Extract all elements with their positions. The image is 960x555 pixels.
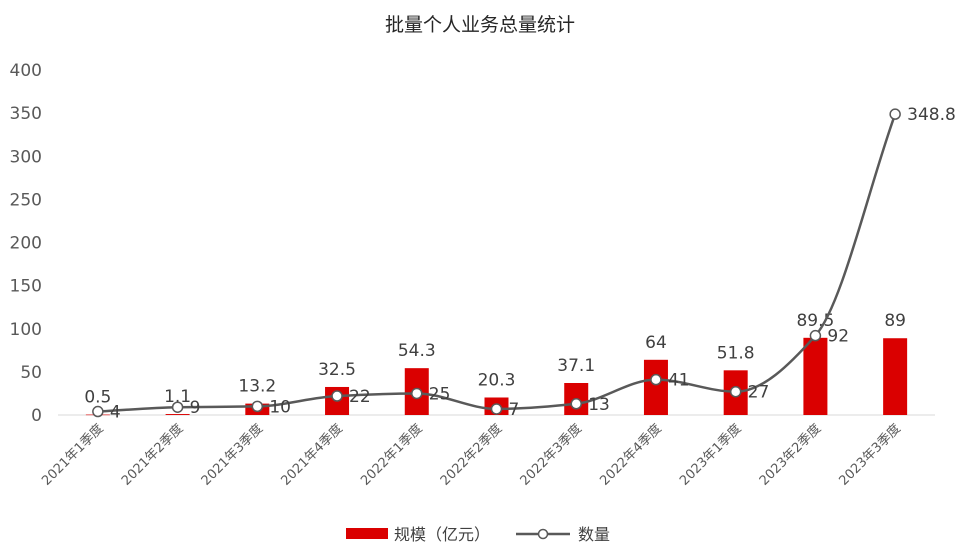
bar-data-label: 37.1 [557, 356, 595, 376]
bar [165, 414, 190, 415]
chart-title: 批量个人业务总量统计 [385, 14, 575, 36]
bar-data-label: 13.2 [238, 377, 276, 397]
line-point-marker [650, 373, 662, 386]
x-tick-label: 2021年4季度 [278, 421, 346, 489]
line-point-marker [570, 398, 582, 410]
line-point-marker [411, 387, 423, 400]
line-data-label: 25 [429, 384, 451, 404]
line-data-label: 7 [509, 400, 520, 420]
y-tick-label: 150 [10, 277, 42, 297]
x-tick-label: 2022年4季度 [597, 421, 665, 489]
bar-data-label: 20.3 [478, 370, 516, 390]
line-point-marker [889, 108, 901, 120]
line-data-label: 92 [827, 327, 849, 347]
bar-data-label: 0.5 [84, 388, 111, 408]
line-data-label: 4 [110, 403, 121, 423]
y-tick-label: 350 [10, 104, 42, 124]
line-data-label: 27 [748, 383, 770, 403]
legend: 规模（亿元） 数量 [346, 525, 610, 544]
x-tick-label: 2021年3季度 [198, 421, 266, 489]
x-tick-label: 2023年2季度 [756, 421, 824, 489]
legend-line-label: 数量 [578, 525, 610, 544]
x-tick-label: 2021年1季度 [39, 421, 107, 489]
x-tick-label: 2022年2季度 [437, 421, 505, 489]
y-tick-label: 400 [10, 61, 42, 81]
y-tick-label: 50 [20, 363, 42, 383]
line-data-label: 9 [190, 398, 201, 418]
line-data-label: 41 [668, 371, 690, 391]
x-tick-label: 2022年3季度 [517, 421, 585, 489]
y-axis: 0 50 100 150 200 250 300 350 400 [10, 61, 42, 426]
line-point-marker [809, 329, 822, 342]
line-data-label: 10 [269, 397, 291, 417]
line-point-marker [251, 400, 264, 413]
bar-data-label: 89 [884, 311, 906, 331]
y-tick-label: 250 [10, 190, 42, 210]
x-axis: 2021年1季度 2021年2季度 2021年3季度 2021年4季度 2022年1季度… [39, 421, 904, 489]
bar-data-label: 51.8 [717, 343, 755, 363]
bar-data-label: 64 [645, 333, 667, 353]
line-point-marker [171, 401, 184, 413]
line-series: 4 9 10 22 25 7 13 41 27 92 348.8 [92, 105, 956, 423]
y-tick-label: 200 [10, 234, 42, 254]
x-tick-label: 2021年2季度 [118, 421, 186, 489]
bar-data-label: 32.5 [318, 360, 356, 380]
count-line [97, 113, 897, 413]
y-tick-label: 0 [31, 406, 42, 426]
line-point-marker [331, 390, 343, 402]
bar [643, 359, 668, 415]
y-tick-label: 300 [10, 147, 42, 167]
line-data-label: 22 [349, 387, 371, 407]
legend-line-marker [537, 528, 549, 540]
bar [803, 337, 828, 415]
x-tick-label: 2022年1季度 [357, 421, 425, 489]
line-point-marker [490, 403, 503, 415]
legend-bar-label: 规模（亿元） [394, 525, 490, 544]
y-tick-label: 100 [10, 320, 42, 340]
x-tick-label: 2023年1季度 [676, 421, 744, 489]
bar [883, 338, 908, 415]
bar-data-label: 54.3 [398, 341, 436, 361]
bar-series: 0.5 1.1 13.2 32.5 54.3 20.3 37.1 64 51.8 89.5 89 [84, 311, 908, 416]
line-point-marker [92, 405, 104, 418]
line-point-marker [729, 385, 742, 398]
x-tick-label: 2023年3季度 [836, 421, 904, 489]
line-data-label: 348.8 [907, 105, 956, 125]
bar-data-label: 89.5 [796, 311, 834, 331]
bar-data-label: 1.1 [164, 387, 191, 407]
legend-bar-swatch [346, 528, 388, 539]
line-data-label: 13 [588, 395, 610, 415]
